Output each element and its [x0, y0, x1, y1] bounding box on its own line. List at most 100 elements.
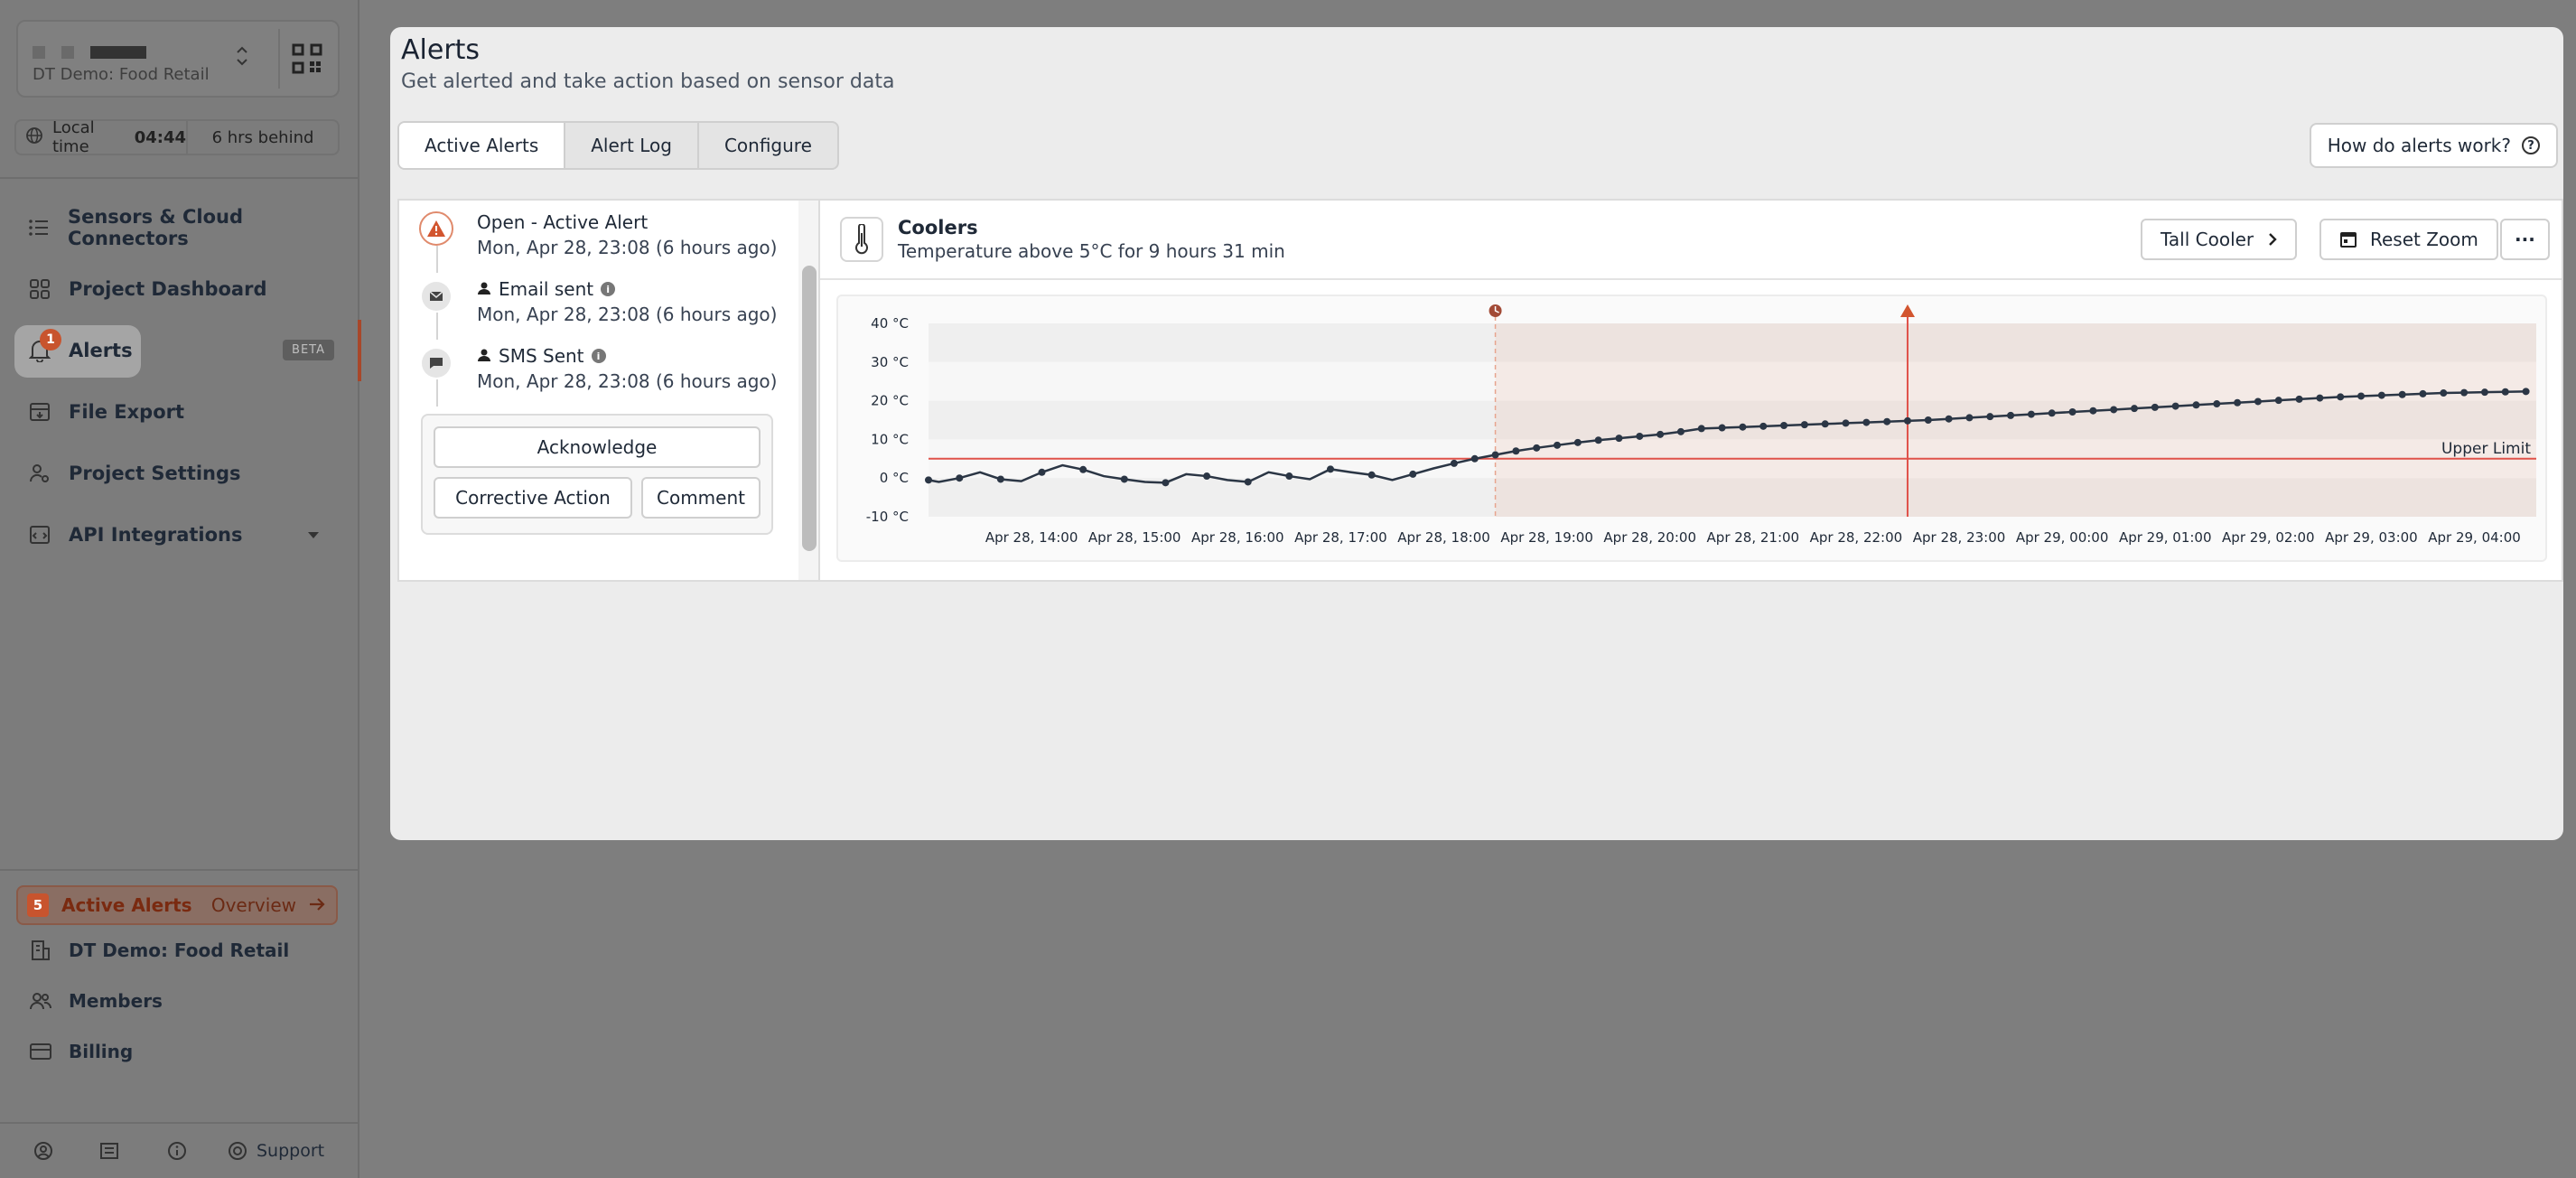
page-subtitle: Get alerted and take action based on sen… — [401, 70, 895, 93]
timeline-connector — [436, 246, 438, 273]
person-icon — [477, 278, 491, 300]
sidebar-item-label: Alerts — [69, 340, 133, 361]
data-point — [1244, 478, 1252, 486]
warning-icon — [419, 211, 453, 246]
acknowledge-button[interactable]: Acknowledge — [434, 426, 761, 468]
local-time-box: Local time 04:44 6 hrs behind — [14, 118, 340, 156]
data-point — [1327, 465, 1334, 473]
data-point — [1676, 427, 1685, 435]
data-point — [1759, 422, 1768, 430]
project-name: DT Demo: Food Retail — [33, 65, 210, 84]
data-point — [2131, 405, 2138, 413]
temperature-chart[interactable]: 40 °C 30 °C 20 °C 10 °C 0 °C -10 °C Apr 28, 14… — [836, 294, 2547, 562]
device-link-button[interactable]: Tall Cooler — [2141, 219, 2298, 260]
org-link[interactable]: DT Demo: Food Retail — [0, 925, 359, 976]
y-tick-label: 40 °C — [871, 315, 909, 332]
reset-zoom-label: Reset Zoom — [2370, 229, 2478, 250]
data-point — [1986, 413, 1994, 421]
lifebuoy-icon — [228, 1141, 247, 1161]
info-icon[interactable] — [161, 1135, 193, 1167]
project-logo-placeholder — [33, 45, 163, 59]
caret-down-icon[interactable] — [307, 527, 320, 544]
local-time-label: Local time — [52, 118, 95, 156]
data-point — [2377, 391, 2385, 399]
data-point — [1945, 415, 1953, 423]
sidebar: DT Demo: Food Retail Local time 04:44 6 … — [0, 0, 361, 1178]
data-point — [1512, 447, 1520, 455]
data-point — [1409, 470, 1417, 478]
timeline-item: Email sent i Mon, Apr 28, 23:08 (6 hours… — [399, 267, 818, 340]
active-alerts-overview-link[interactable]: 5 Active Alerts Overview — [16, 885, 338, 925]
comment-button[interactable]: Comment — [641, 477, 761, 519]
timeline-date: Mon, Apr 28, 23:08 (6 hours ago) — [477, 370, 778, 392]
export-icon — [27, 401, 52, 423]
org-name: DT Demo: Food Retail — [69, 940, 290, 961]
news-icon[interactable] — [94, 1135, 126, 1167]
user-circle-icon[interactable] — [27, 1135, 60, 1167]
chevron-right-icon — [2268, 232, 2277, 247]
info-icon[interactable]: i — [601, 282, 616, 296]
how-alerts-work-button[interactable]: How do alerts work? ? — [2309, 123, 2558, 168]
question-icon: ? — [2522, 136, 2540, 154]
data-point — [2027, 410, 2035, 418]
data-point — [1697, 425, 1705, 433]
data-point — [1862, 418, 1871, 426]
scrollbar[interactable] — [798, 201, 818, 580]
scrollbar-thumb[interactable] — [802, 266, 817, 551]
x-tick-label: Apr 29, 02:00 — [2222, 529, 2315, 546]
sidebar-item-api-integrations[interactable]: API Integrations — [0, 504, 359, 566]
tab-configure[interactable]: Configure — [723, 135, 812, 156]
data-point — [925, 476, 932, 484]
reset-zoom-button[interactable]: Reset Zoom — [2319, 219, 2498, 260]
tab-active-alerts[interactable]: Active Alerts — [399, 123, 566, 168]
members-link[interactable]: Members — [0, 976, 359, 1026]
sidebar-item-alerts[interactable]: 1 Alerts BETA — [0, 320, 361, 381]
data-point — [2295, 395, 2303, 403]
support-label: Support — [257, 1141, 325, 1161]
members-label: Members — [69, 990, 163, 1012]
data-point — [2048, 409, 2056, 417]
billing-link[interactable]: Billing — [0, 1026, 359, 1077]
corrective-action-button[interactable]: Corrective Action — [434, 477, 632, 519]
sidebar-item-dashboard[interactable]: Project Dashboard — [0, 258, 359, 320]
data-point — [1450, 459, 1458, 467]
support-button[interactable]: Support — [228, 1141, 324, 1161]
sidebar-item-sensors[interactable]: Sensors & Cloud Connectors — [0, 197, 359, 258]
more-options-button[interactable]: ··· — [2500, 219, 2550, 260]
project-switcher[interactable]: DT Demo: Food Retail — [16, 20, 340, 98]
x-tick-label: Apr 28, 16:00 — [1191, 529, 1284, 546]
data-point — [1657, 430, 1665, 438]
sidebar-nav: Sensors & Cloud Connectors Project Dashb… — [0, 197, 361, 566]
data-point — [2337, 393, 2345, 401]
arrow-right-icon — [309, 894, 325, 916]
y-tick-label: 10 °C — [871, 431, 909, 447]
data-point — [2089, 407, 2097, 415]
tab-alert-log[interactable]: Alert Log — [565, 123, 699, 168]
info-icon[interactable]: i — [591, 349, 606, 363]
data-point — [2522, 388, 2530, 396]
threshold-label: Upper Limit — [2441, 440, 2531, 458]
active-indicator — [358, 320, 361, 381]
y-tick-label: 20 °C — [871, 393, 909, 409]
data-point — [2068, 408, 2077, 416]
data-point — [1554, 441, 1562, 449]
x-tick-label: Apr 28, 15:00 — [1088, 529, 1181, 546]
y-tick-label: -10 °C — [866, 509, 909, 525]
data-point — [1120, 475, 1128, 483]
data-point — [2192, 401, 2200, 409]
data-point — [2357, 392, 2366, 400]
active-pill — [14, 325, 141, 378]
sidebar-item-file-export[interactable]: File Export — [0, 381, 359, 443]
alert-region — [1495, 323, 2536, 517]
data-point — [2151, 403, 2159, 411]
sidebar-item-label: Project Settings — [69, 463, 241, 484]
sidebar-item-project-settings[interactable]: Project Settings — [0, 443, 359, 504]
x-tick-label: Apr 29, 03:00 — [2325, 529, 2418, 546]
alert-actions: Acknowledge Corrective Action Comment — [421, 414, 773, 535]
data-point — [1470, 454, 1479, 463]
qr-code-button[interactable] — [278, 29, 334, 89]
message-icon — [422, 349, 451, 378]
data-point — [1203, 472, 1211, 481]
timeline-item: SMS Sent i Mon, Apr 28, 23:08 (6 hours a… — [399, 334, 818, 407]
data-point — [1924, 416, 1932, 424]
